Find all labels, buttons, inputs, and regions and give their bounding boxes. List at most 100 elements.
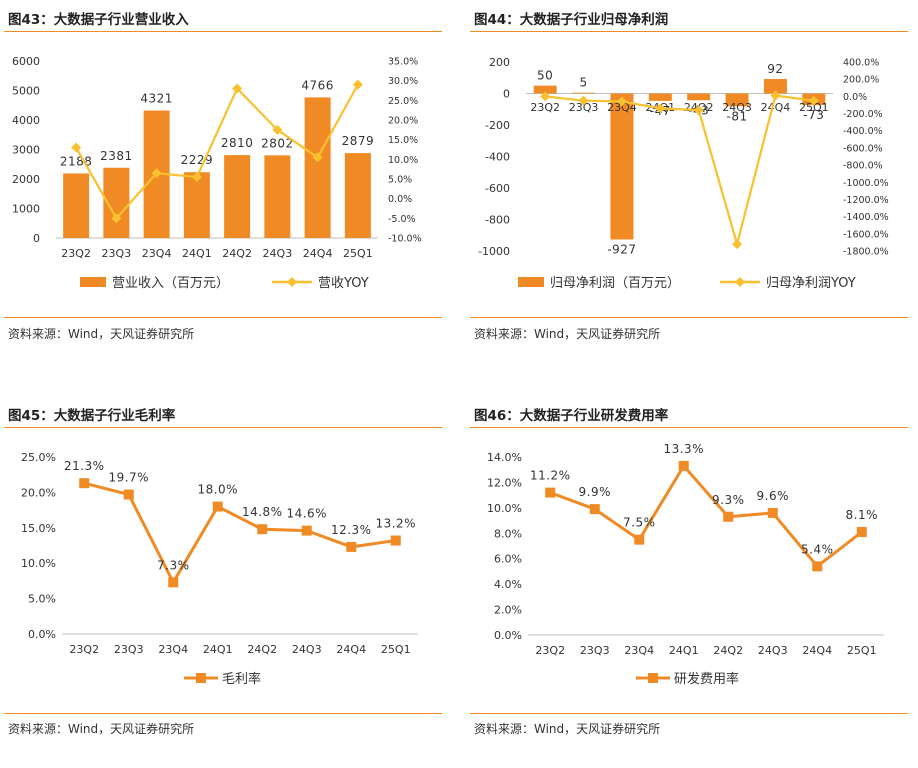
y-tick-label-left: 5000 [12, 85, 40, 98]
line-marker [212, 501, 223, 512]
line-marker [232, 83, 243, 94]
x-tick-label: 23Q2 [530, 101, 560, 114]
x-tick-label: 23Q4 [158, 643, 188, 656]
x-tick-label: 24Q1 [203, 643, 233, 656]
y-tick-label-right: 200.0% [843, 75, 879, 86]
line-marker [312, 152, 323, 163]
bar [687, 93, 711, 101]
x-tick-label: 23Q2 [61, 247, 91, 260]
y-tick-label: 2.0% [494, 604, 522, 617]
x-tick-label: 24Q3 [263, 247, 293, 260]
data-label: 2229 [181, 153, 214, 167]
x-tick-label: 24Q4 [303, 247, 333, 260]
x-tick-label: 23Q4 [607, 101, 637, 114]
y-tick-label: 5.0% [28, 593, 56, 606]
line-marker [723, 511, 734, 522]
data-label: 4766 [301, 78, 334, 92]
panel-revenue: 图43：大数据子行业营业收入 0 1000 2000 3000 4000 5000 6000… [0, 0, 446, 372]
x-tick-label: 24Q4 [802, 644, 832, 657]
line-marker [257, 524, 268, 535]
line-marker [655, 103, 666, 114]
x-tick-label: 23Q2 [69, 643, 99, 656]
x-tick-label: 24Q4 [336, 643, 366, 656]
data-label: 9.6% [757, 489, 790, 503]
chart-title: 图45：大数据子行业毛利率 [8, 408, 176, 424]
x-tick-label: 25Q1 [381, 643, 411, 656]
line-marker [151, 168, 162, 179]
legend-label: 毛利率 [222, 671, 261, 687]
line-marker [123, 489, 134, 500]
y-tick-label: 8.0% [494, 527, 522, 540]
data-label: 9.9% [579, 485, 612, 499]
x-tick-label: 23Q3 [580, 644, 610, 657]
bar [533, 85, 557, 94]
line-marker [191, 172, 202, 183]
y-tick-label-right: -400.0% [843, 126, 883, 137]
x-tick-label: 25Q1 [847, 644, 877, 657]
line-marker [732, 239, 743, 250]
y-tick-label-right: 35.0% [388, 57, 418, 68]
y-tick-label-right: 15.0% [388, 135, 418, 146]
x-tick-label: 24Q2 [222, 247, 252, 260]
legend-marker [287, 277, 297, 287]
title-divider [470, 31, 908, 32]
line-marker [856, 527, 867, 538]
data-label: 5.4% [801, 542, 834, 556]
x-tick-label: 25Q1 [343, 247, 373, 260]
x-tick-label: 23Q4 [142, 247, 172, 260]
y-tick-label-left: -600 [485, 182, 510, 195]
bar [183, 172, 210, 238]
source-note: 资料来源：Wind，天风证券研究所 [474, 722, 661, 736]
chart-title: 图43：大数据子行业营业收入 [8, 12, 189, 28]
y-tick-label: 15.0% [21, 522, 56, 535]
y-tick-label-right: -1000.0% [843, 178, 889, 189]
y-tick-label-left: 0 [503, 88, 510, 101]
source-divider [470, 713, 908, 714]
bar [344, 153, 371, 238]
line-marker [678, 460, 689, 471]
source-note: 资料来源：Wind，天风证券研究所 [8, 722, 195, 736]
line-marker [545, 487, 556, 498]
y-tick-label-right: -1800.0% [843, 247, 889, 258]
x-tick-label: 24Q3 [292, 643, 322, 656]
series-line [545, 94, 814, 249]
y-tick-label-right: 25.0% [388, 96, 418, 107]
data-label: 18.0% [197, 483, 238, 497]
bar [648, 93, 672, 101]
source-note: 资料来源：Wind，天风证券研究所 [474, 327, 661, 341]
data-label: 13.2% [375, 517, 416, 531]
y-tick-label-left: 6000 [12, 55, 40, 68]
line-marker [693, 105, 704, 116]
line-marker [770, 90, 781, 101]
line-marker [589, 504, 600, 515]
title-divider [4, 427, 442, 428]
y-tick-label-right: -600.0% [843, 143, 883, 154]
data-label: 2802 [261, 136, 294, 150]
y-tick-label: 0.0% [494, 629, 522, 642]
data-label: -73 [803, 108, 824, 122]
data-label: 2879 [342, 134, 375, 148]
y-tick-label: 25.0% [21, 451, 56, 464]
data-label: 14.8% [242, 505, 283, 519]
net-profit-chart: -1000 -800 -600 -400 -200 0 200 -1800.0% -1600.0… [478, 56, 889, 291]
y-tick-label-left: -200 [485, 119, 510, 132]
x-tick-label: 24Q3 [758, 644, 788, 657]
data-label: 11.2% [530, 469, 571, 483]
rd-ratio-chart: 0.0% 2.0% 4.0% 6.0% 8.0% 10.0% 12.0% 14.0% 11.2%… [487, 442, 884, 687]
data-label: 92 [767, 62, 783, 76]
line-marker [808, 95, 819, 106]
x-tick-label: 23Q3 [114, 643, 144, 656]
bar [63, 173, 90, 238]
bar [304, 97, 331, 238]
line-marker [578, 95, 589, 106]
line-marker [540, 91, 551, 102]
legend-label: 营收YOY [318, 276, 369, 291]
y-tick-label-right: -200.0% [843, 109, 883, 120]
x-tick-label: 24Q2 [247, 643, 277, 656]
bar [264, 155, 291, 238]
bar [610, 93, 634, 240]
panel-rd-ratio: 图46：大数据子行业研发费用率 0.0% 2.0% 4.0% 6.0% 8.0% 10.0… [466, 396, 912, 768]
y-tick-label-right: 20.0% [388, 116, 418, 127]
source-divider [4, 317, 442, 318]
y-tick-label-right: 0.0% [388, 194, 412, 205]
